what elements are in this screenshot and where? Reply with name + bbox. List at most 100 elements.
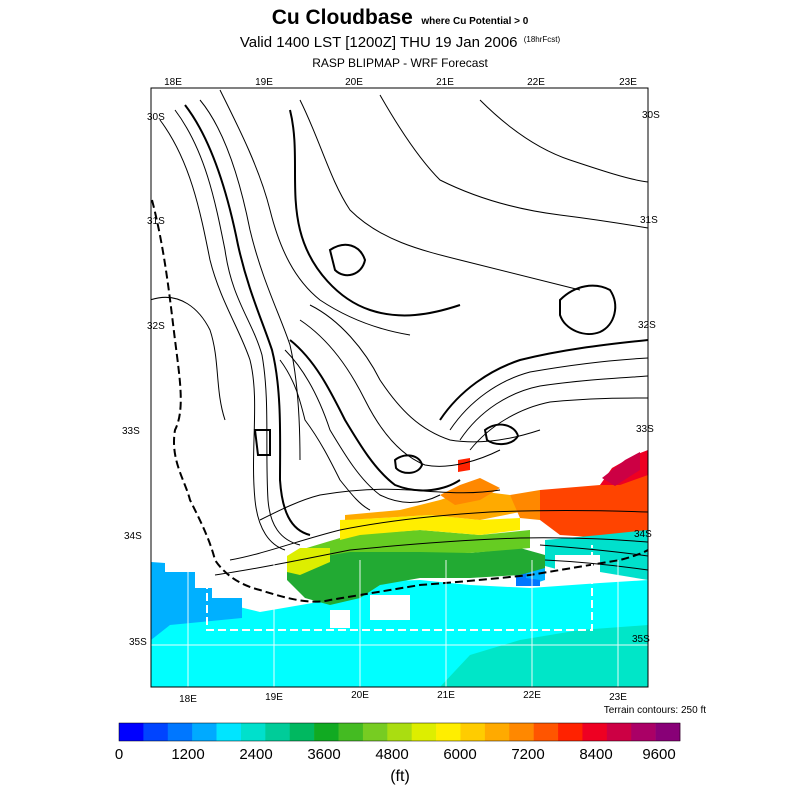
field-green-band (287, 545, 545, 605)
map-frame (150, 87, 649, 688)
contour-line (159, 119, 286, 551)
colorbar-swatch (314, 723, 339, 741)
valid-time-text: Valid 1400 LST [1200Z] THU 19 Jan 2006 (239, 34, 518, 51)
colorbar-swatch (289, 723, 315, 741)
lon-label-bottom: 18E (179, 694, 197, 705)
colorbar-swatch (338, 723, 364, 741)
lat-label-left: 35S (129, 637, 147, 648)
colorbar-swatch (484, 723, 510, 741)
lon-label-top: 23E (619, 77, 637, 88)
forecast-hours: (18hrFcst) (523, 35, 561, 44)
colorbar-swatch (167, 723, 193, 741)
lat-label-left: 30S (147, 112, 165, 123)
lat-label-right: 35S (632, 634, 650, 645)
lat-labels-left: 30S 31S 32S 33S 34S 35S (122, 112, 165, 648)
graticule (151, 560, 648, 687)
colorbar-tick-label: 0 (115, 746, 123, 763)
title-qualifier: where Cu Potential > 0 (421, 16, 529, 27)
contour-line (439, 339, 648, 421)
terrain-contour-note: Terrain contours: 250 ft (603, 705, 706, 716)
colorbar-unit: (ft) (390, 768, 410, 785)
lon-label-top: 21E (436, 77, 454, 88)
lat-label-left: 31S (147, 216, 165, 227)
contour-line (393, 454, 424, 474)
contour-line (459, 375, 648, 441)
contour-line (219, 89, 411, 336)
colorbar-swatch (606, 723, 632, 741)
lat-label-right: 33S (636, 424, 654, 435)
contour-line (259, 488, 501, 521)
colorbar-tick-label: 3600 (307, 746, 340, 763)
colorbar-swatch (460, 723, 486, 741)
valid-time: Valid 1400 LST [1200Z] THU 19 Jan 2006 (… (0, 34, 800, 51)
colorbar-tick-label: 9600 (642, 746, 675, 763)
contour-line (299, 99, 581, 291)
field-maroon-east (602, 452, 640, 486)
axis-labels: 18E 19E 20E 21E 22E 23E 18E 19E 20E 21E … (122, 77, 660, 705)
field-yellow-band (287, 548, 330, 575)
field-blue-west (151, 562, 242, 640)
map-subtitle: RASP BLIPMAP - WRF Forecast (312, 56, 488, 70)
colorbar-tick-label: 2400 (239, 746, 272, 763)
contour-line (199, 99, 301, 461)
lat-label-left: 32S (147, 321, 165, 332)
colorbar-swatch (509, 723, 534, 741)
contour-line (309, 304, 541, 443)
contour-line (289, 339, 461, 492)
lat-label-left: 33S (122, 426, 140, 437)
contour-line (253, 429, 271, 456)
map-title: Cu Cloudbase where Cu Potential > 0 (0, 6, 800, 30)
field-orange-patch (440, 478, 500, 505)
lat-labels-right: 30S 31S 32S 33S 34S 35S (632, 110, 660, 645)
lon-labels-bottom: 18E 19E 20E 21E 22E 23E (179, 690, 627, 705)
colorbar-swatch (533, 723, 559, 741)
lon-label-top: 22E (527, 77, 545, 88)
coastline-path (151, 199, 648, 603)
colorbar-tick-label: 8400 (579, 746, 612, 763)
contour-line (449, 357, 648, 431)
lat-label-left: 34S (124, 531, 142, 542)
colorbar-swatch (436, 723, 461, 741)
lat-label-right: 34S (634, 529, 652, 540)
colorbar-swatch (119, 723, 144, 741)
colorbar-swatch (216, 723, 242, 741)
colorbar-swatch (240, 723, 266, 741)
contour-line (151, 296, 226, 421)
colorbar-tick-label: 6000 (443, 746, 476, 763)
colorbar-swatch (558, 723, 583, 741)
colorbar-tick-label: 1200 (171, 746, 204, 763)
contour-line (469, 397, 648, 451)
contour-line (184, 104, 311, 536)
contour-line (214, 537, 648, 576)
colorbar-swatch (265, 723, 291, 741)
contour-line (559, 284, 617, 335)
contour-line (479, 99, 648, 183)
lat-label-right: 31S (640, 215, 658, 226)
title-main: Cu Cloudbase (271, 6, 413, 29)
colorbar-swatch (631, 723, 656, 741)
contour-line (328, 243, 367, 277)
contour-line (483, 423, 520, 446)
lat-label-right: 32S (638, 320, 656, 331)
colorbar (118, 722, 681, 742)
contour-line (289, 109, 461, 317)
colorbar-tick-label: 4800 (375, 746, 408, 763)
coastline (151, 199, 648, 631)
lon-label-bottom: 19E (265, 692, 283, 703)
lon-label-top: 19E (255, 77, 273, 88)
colorbar-border (118, 722, 681, 742)
domain-boundary (206, 545, 593, 631)
contour-line (379, 94, 648, 229)
colorbar-swatch (192, 723, 217, 741)
lon-label-bottom: 20E (351, 690, 369, 701)
field-yellow-band2 (340, 515, 520, 540)
lon-label-bottom: 23E (609, 692, 627, 703)
terrain-contours (151, 89, 648, 576)
lat-label-right: 30S (642, 110, 660, 121)
colorbar-swatch (411, 723, 437, 741)
field-teal-east (440, 625, 648, 687)
lon-labels-top: 18E 19E 20E 21E 22E 23E (164, 77, 637, 88)
colorbar-swatch (362, 723, 388, 741)
field-white-holes (330, 555, 600, 628)
